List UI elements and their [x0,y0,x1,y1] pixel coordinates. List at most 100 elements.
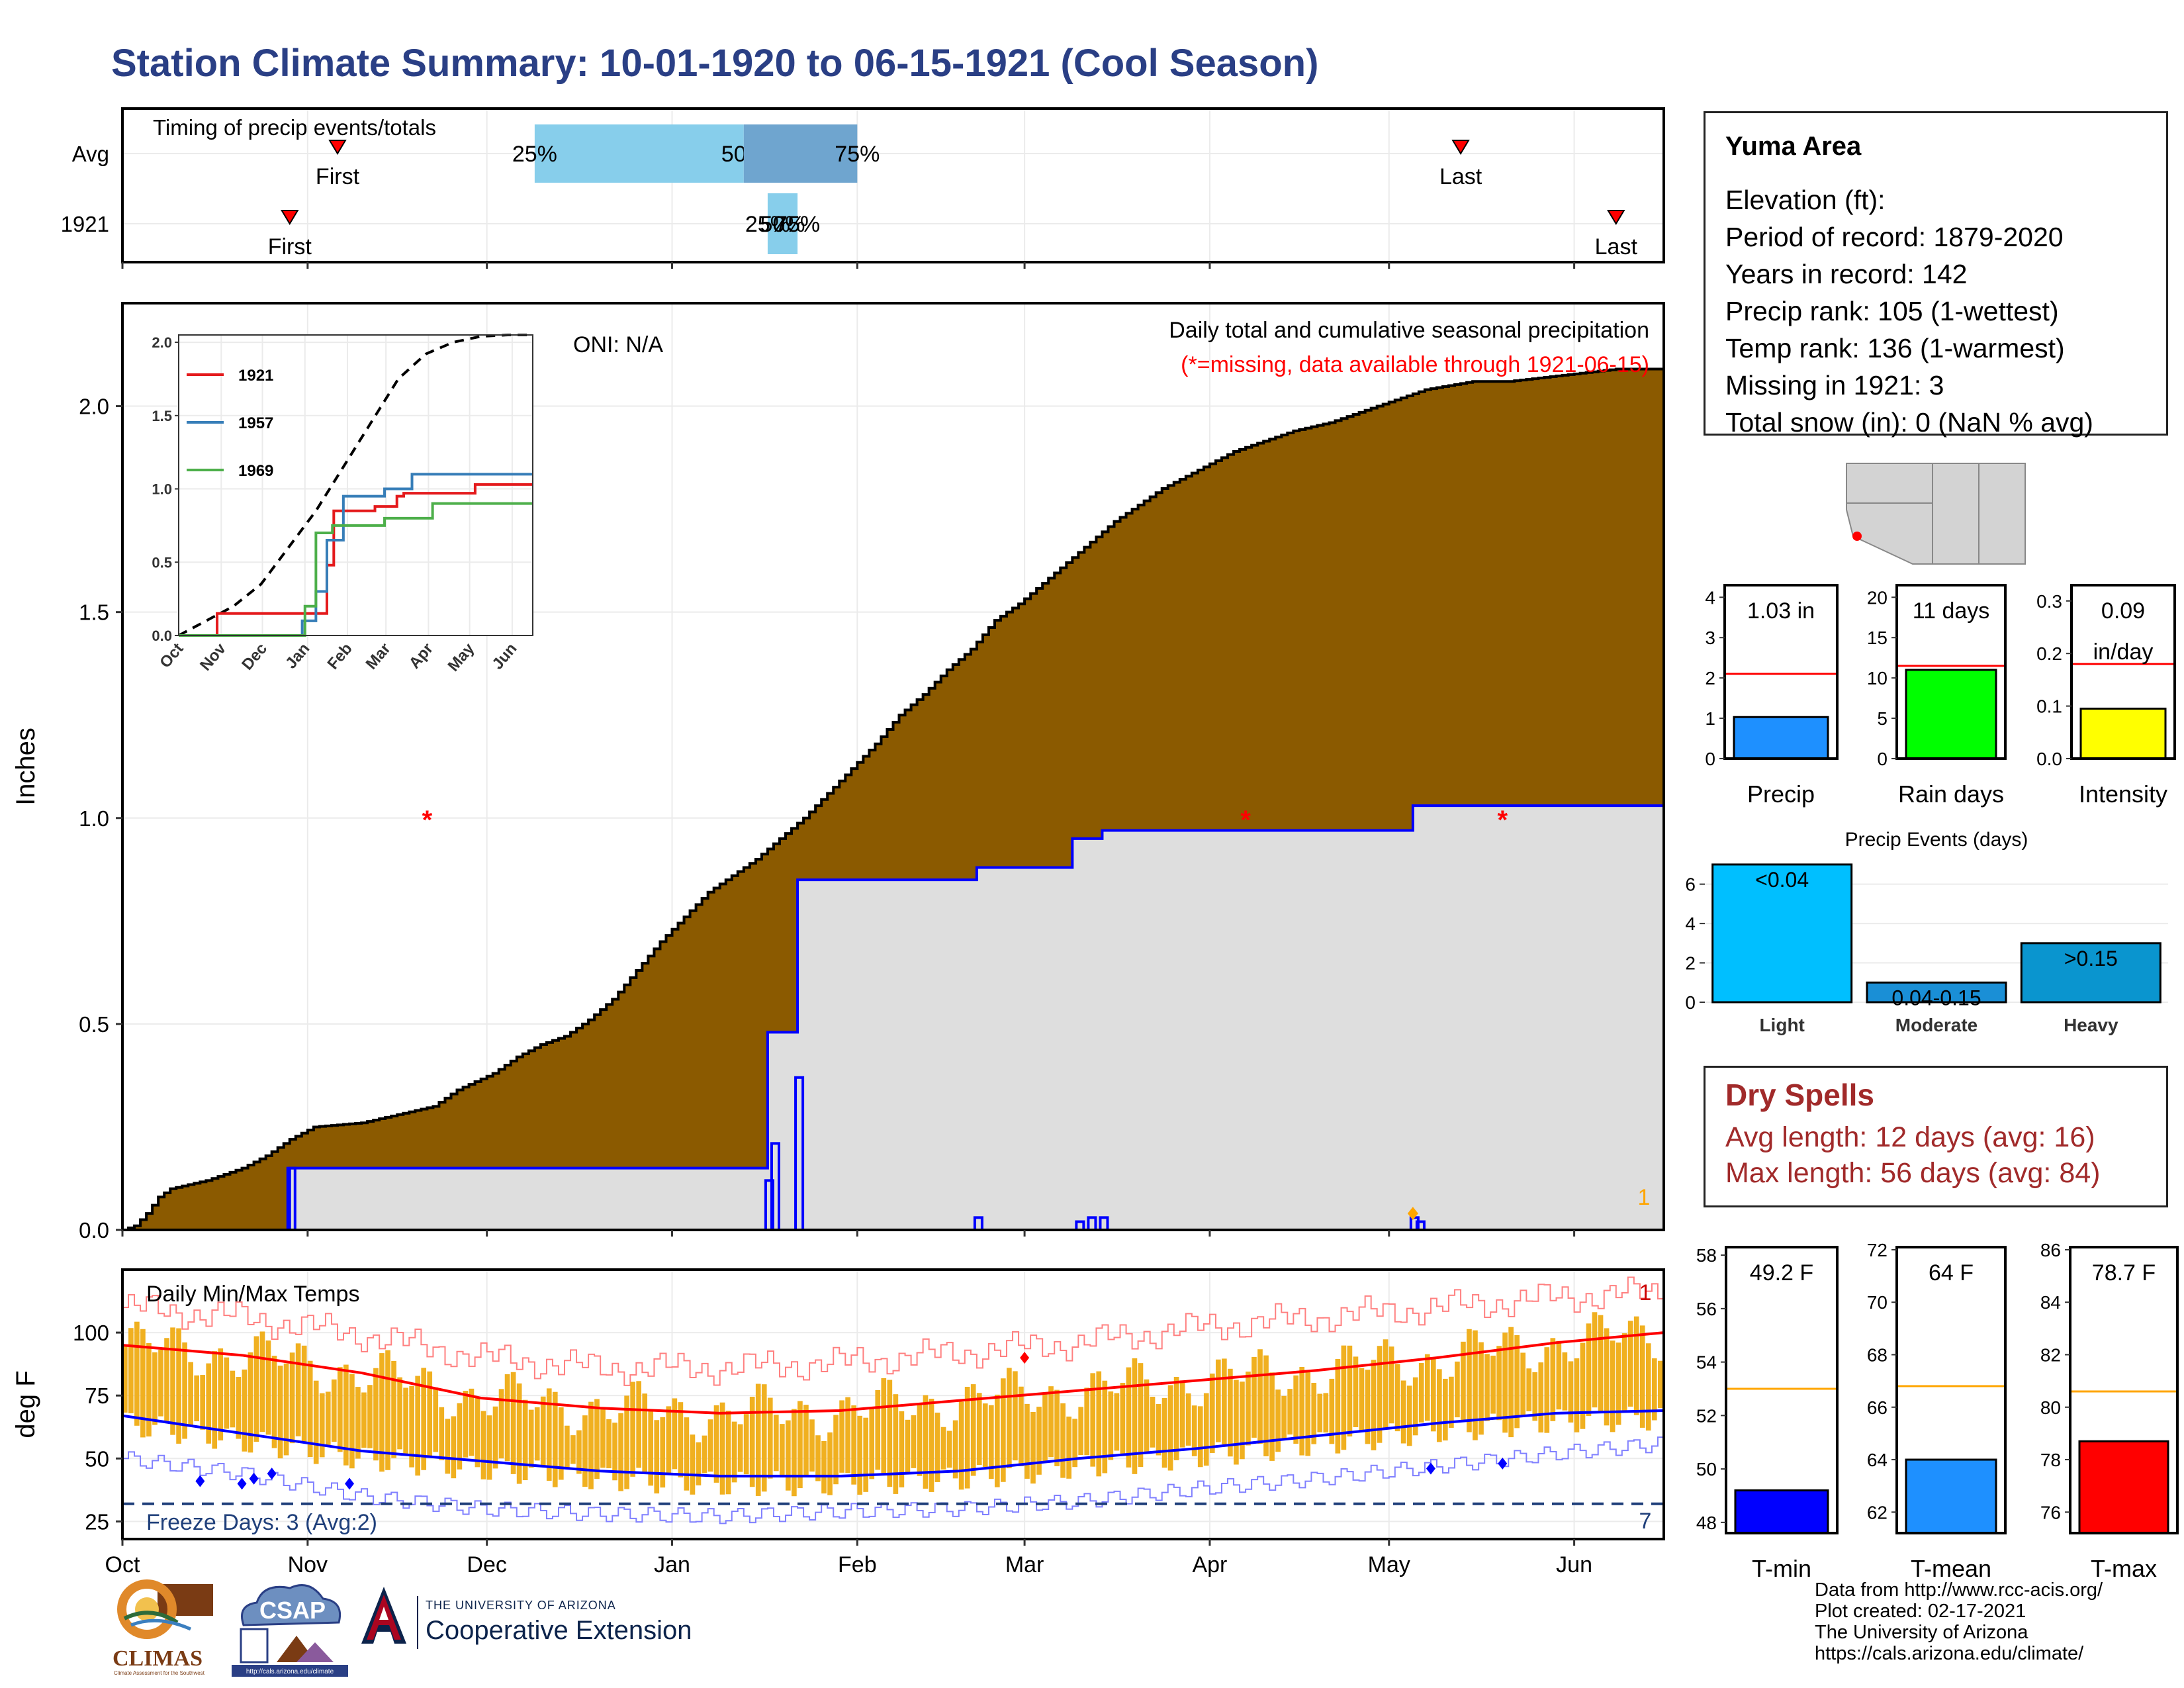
station-elevation: Elevation (ft): [1725,185,1886,215]
tmean-y-tick-label: 62 [1867,1502,1888,1523]
daily-temp-bar [1562,1352,1568,1411]
daily-temp-bar [1383,1339,1388,1429]
timing-bar [767,193,798,254]
station-years: Years in record: 142 [1725,259,1968,289]
timing-marker-label: First [316,164,360,189]
daily-temp-bar [158,1350,163,1417]
daily-temp-bar [576,1430,582,1474]
tmin-border [1725,1246,1839,1534]
daily-temp-bar [1377,1346,1383,1443]
daily-temp-bar [1449,1376,1454,1428]
daily-temp-bar [1161,1397,1167,1468]
daily-temp-bar [1461,1341,1466,1420]
events-bar [1711,863,1853,1004]
events-category-label: Heavy [2064,1015,2118,1035]
daily-temp-bar [265,1340,271,1435]
daily-temp-bar [624,1395,629,1489]
daily-temp-bar [546,1388,552,1481]
temp-x-tick-label: Jan [654,1552,690,1577]
precip-y-tick-label: 1.0 [79,806,109,831]
freeze-days-label: Freeze Days: 3 (Avg:2) [146,1510,377,1535]
timing-bar-label-end: 75% [775,212,820,237]
daily-temp-bar [786,1420,791,1491]
rain_days-y-tick-label: 0 [1877,749,1888,769]
daily-temp-bar [200,1375,206,1430]
daily-temp-bar [218,1348,224,1441]
temp-title: Daily Min/Max Temps [146,1282,359,1307]
daily-temp-bar [152,1352,158,1425]
daily-temp-bar [1030,1411,1036,1484]
daily-temp-bar [940,1427,946,1470]
daily-temp-bar [970,1384,976,1476]
daily-temp-bar [594,1399,600,1479]
daily-temp-bar [1615,1342,1621,1425]
tmin-y-tick-label: 58 [1696,1245,1717,1266]
daily-temp-bar [809,1419,815,1472]
daily-temp-bar [899,1411,905,1487]
timing-bar-label-start: 25% [512,142,557,167]
inset-y-tick-label: 0.0 [152,628,172,644]
daily-temp-bar [457,1403,463,1470]
daily-temp-bar [1048,1386,1054,1458]
daily-temp-bar [881,1378,887,1474]
events-y-tick-label: 2 [1685,953,1696,974]
ua-divider [417,1596,418,1649]
daily-temp-bar [439,1407,445,1460]
station-location-dot [1852,532,1862,541]
daily-temp-bar [690,1434,696,1495]
station-temp-rank: Temp rank: 136 (1-warmest) [1725,333,2065,363]
daily-temp-bar [618,1413,623,1491]
daily-temp-bar [964,1386,970,1489]
tmin-label: T-min [1752,1555,1811,1582]
daily-temp-bar [1550,1338,1556,1421]
daily-temp-bar [713,1405,719,1483]
daily-temp-bar [146,1342,152,1437]
daily-temp-bar [427,1371,433,1458]
csap-url: http://cals.arizona.edu/climate [246,1668,334,1675]
daily-temp-bar [702,1435,707,1474]
tmax-value-label: 78.7 F [2092,1260,2156,1286]
precip-y-axis-label: Inches [11,727,40,806]
precip-y-tick-label: 0.5 [79,1012,109,1037]
precip-y-tick-label: 0.0 [79,1218,109,1243]
daily-temp-bar [421,1368,427,1470]
intensity-y-tick-label: 0.1 [2036,696,2062,717]
precip_total-y-tick-label: 2 [1705,668,1715,688]
daily-temp-bar [361,1392,367,1448]
daily-temp-bar [469,1388,475,1456]
daily-temp-bar [415,1376,421,1476]
daily-temp-bar [952,1420,958,1479]
tmean-y-tick-label: 70 [1867,1292,1888,1313]
daily-temp-bar [851,1405,856,1485]
daily-temp-bar [367,1385,373,1448]
precip_total-label: Precip [1747,780,1815,808]
daily-temp-bar [654,1420,660,1494]
credit-url: https://cals.arizona.edu/climate/ [1815,1643,2084,1664]
temp-y-tick-label: 50 [85,1446,109,1471]
daily-temp-bar [1084,1387,1090,1456]
events-bar [1866,981,2007,1004]
daily-temp-bar [1215,1359,1221,1442]
tmin-value-bar [1734,1489,1829,1534]
daily-temp-bar [552,1391,558,1487]
daily-temp-bar [1132,1358,1138,1474]
daily-temp-bar [803,1405,809,1476]
daily-temp-bar [833,1415,839,1485]
daily-temp-bar [582,1415,588,1487]
daily-temp-bar [433,1387,439,1452]
daily-temp-bar [1418,1363,1424,1423]
inset-y-tick-label: 0.5 [152,554,172,571]
record-low-marker [195,1475,205,1487]
tmin-y-tick-label: 54 [1696,1352,1717,1373]
inset-series-line [179,502,533,637]
daily-temp-bar [188,1362,193,1427]
tmax-y-tick-label: 84 [2040,1292,2061,1313]
daily-temp-bar [588,1401,594,1489]
daily-temp-bar [164,1338,169,1421]
daily-temp-bar [1078,1407,1084,1456]
daily-temp-bar [349,1374,355,1469]
timing-marker-label: Last [1439,164,1482,189]
inset-y-tick-label: 1.0 [152,481,172,498]
rain_days-label: Rain days [1898,780,2004,808]
daily-temp-bar [1072,1419,1077,1468]
